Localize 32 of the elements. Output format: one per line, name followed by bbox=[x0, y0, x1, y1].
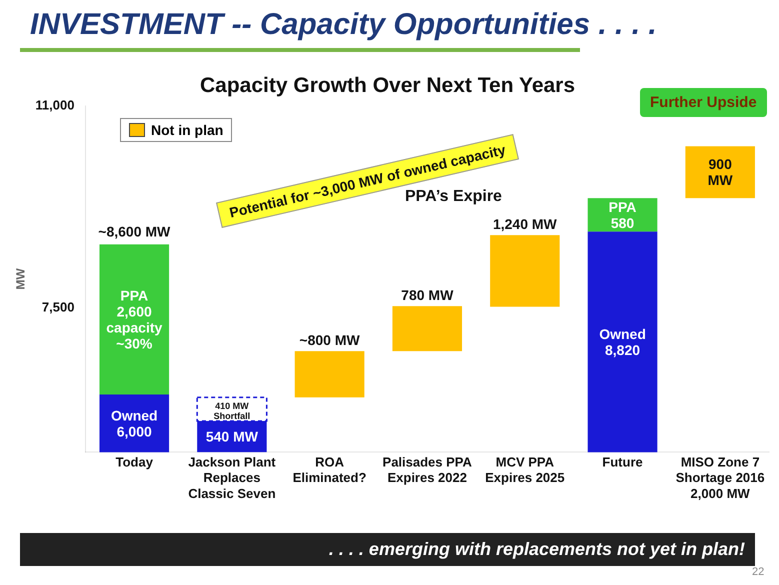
x-tick-label: Future bbox=[602, 454, 643, 470]
chart-title: INVESTMENT -- Capacity Opportunities . . . . bbox=[30, 8, 657, 42]
y-axis-title: MW bbox=[14, 268, 28, 290]
data-label: 1,240 MW bbox=[492, 216, 558, 232]
chart-subtitle: Capacity Growth Over Next Ten Years bbox=[200, 74, 576, 98]
text: 22 bbox=[752, 566, 764, 578]
data-label: 540 MW bbox=[206, 428, 259, 445]
data-label: PPA 580 bbox=[608, 198, 636, 231]
data-label: 900 MW bbox=[708, 156, 734, 188]
bar bbox=[392, 306, 462, 352]
x-tick-label: Palisades PPA Expires 2022 bbox=[382, 454, 473, 486]
x-tick-label: MCV PPA Expires 2025 bbox=[485, 454, 565, 486]
annotation: PPA’s Expire bbox=[405, 188, 502, 206]
legend-label: Not in plan bbox=[151, 122, 224, 138]
text: . . . . emerging with replacements not yet in plan! bbox=[20, 533, 755, 566]
data-label: Owned 6,000 bbox=[110, 407, 158, 440]
data-label: PPA 2,600 capacity ~30% bbox=[106, 287, 162, 352]
data-label: 410 MW Shortfall bbox=[214, 401, 250, 422]
x-tick-label: MISO Zone 7 Shortage 2016 2,000 MW bbox=[676, 454, 765, 501]
bar bbox=[490, 235, 560, 307]
total-label: ~8,600 MW bbox=[98, 223, 172, 240]
x-tick-label: Jackson Plant Replaces Classic Seven bbox=[188, 454, 276, 501]
x-tick-label: Today bbox=[116, 454, 154, 470]
data-label: Owned 8,820 bbox=[599, 326, 646, 358]
annotation: Further Upside bbox=[640, 88, 767, 117]
y-tick-label: 7,500 bbox=[42, 299, 74, 314]
y-tick-label: 11,000 bbox=[35, 97, 74, 112]
data-label: ~800 MW bbox=[299, 332, 360, 348]
data-label: 780 MW bbox=[401, 287, 454, 304]
bar bbox=[294, 351, 364, 398]
bar bbox=[685, 146, 755, 198]
x-tick-label: ROA Eliminated? bbox=[292, 454, 366, 486]
